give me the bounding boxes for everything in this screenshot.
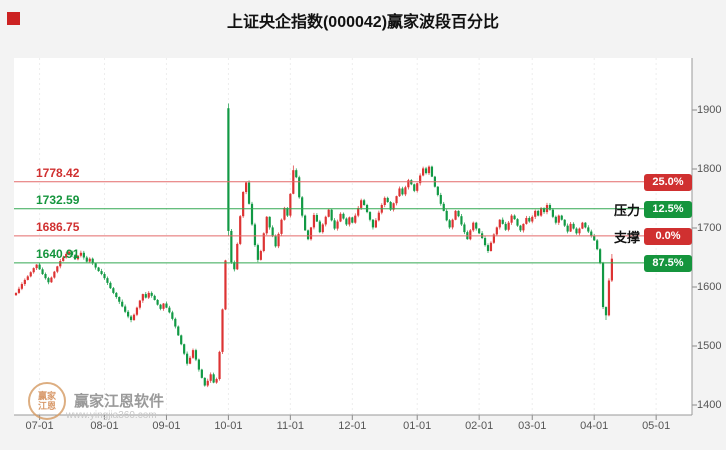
x-axis-label: 01-01 <box>403 420 432 432</box>
y-axis-label: 1700 <box>697 222 722 234</box>
x-axis-label: 07-01 <box>25 420 54 432</box>
watermark-logo-icon: 赢家 江恩 <box>28 382 66 420</box>
level-pct-badge: 87.5% <box>644 254 692 272</box>
x-axis-label: 02-01 <box>465 420 494 432</box>
x-axis-label: 08-01 <box>90 420 119 432</box>
watermark-logo-text1: 赢家 <box>37 391 56 401</box>
level-price-label: 1640.91 <box>36 246 80 261</box>
x-axis-label: 09-01 <box>152 420 181 432</box>
x-axis-label: 03-01 <box>518 420 547 432</box>
level-price-label: 1778.42 <box>36 165 80 180</box>
watermark-url: www.yingjia360.com <box>66 410 157 421</box>
x-axis-label: 11-01 <box>276 420 304 432</box>
page-title: 上证央企指数(000042)赢家波段百分比 <box>226 14 500 31</box>
candlestick-plot <box>14 58 698 426</box>
y-axis-label: 1900 <box>697 104 722 116</box>
y-axis-label: 1400 <box>697 399 722 411</box>
level-pct-badge: 12.5% <box>644 200 692 218</box>
x-axis-label: 12-01 <box>338 420 367 432</box>
candle-svg <box>14 58 697 420</box>
y-axis-label: 1800 <box>697 163 722 175</box>
level-price-label: 1732.59 <box>36 192 80 207</box>
x-axis-label: 05-01 <box>642 420 671 432</box>
level-pct-badge: 0.0% <box>644 227 692 245</box>
app-icon <box>7 12 20 25</box>
support-label: 支撑 <box>613 229 640 245</box>
x-axis-label: 10-01 <box>214 420 243 432</box>
x-axis-label: 04-01 <box>580 420 609 432</box>
resistance-label: 压力 <box>613 202 640 218</box>
brand-name: 赢家江恩软件 <box>74 393 165 410</box>
y-axis-label: 1500 <box>697 340 722 352</box>
level-pct-badge: 25.0% <box>644 173 692 191</box>
y-axis-label: 1600 <box>697 281 722 293</box>
watermark-logo-text2: 江恩 <box>37 401 56 411</box>
level-price-label: 1686.75 <box>36 219 80 234</box>
